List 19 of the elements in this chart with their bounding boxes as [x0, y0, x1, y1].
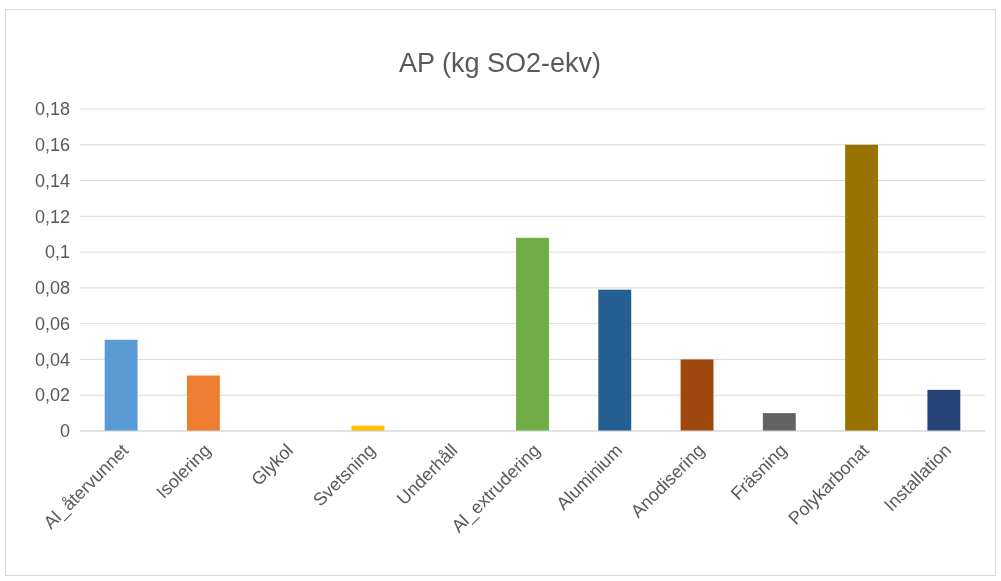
chart-title: AP (kg SO2-ekv): [398, 48, 602, 78]
y-tick-label: 0,04: [34, 349, 70, 370]
y-tick-label: 0,18: [34, 99, 70, 120]
bar: [186, 375, 220, 431]
y-tick-label: 0,06: [34, 313, 70, 334]
bar: [762, 413, 796, 431]
y-tick-label: 0,1: [44, 242, 70, 263]
bar: [927, 389, 961, 431]
y-tick-label: 0: [59, 421, 70, 442]
bar: [680, 359, 714, 431]
y-tick-label: 0,08: [34, 278, 70, 299]
bar: [845, 144, 879, 431]
y-tick-label: 0,02: [34, 385, 70, 406]
bar: [104, 339, 138, 431]
y-tick-label: 0,14: [34, 170, 70, 191]
bar: [516, 237, 549, 431]
y-tick-label: 0,12: [34, 206, 70, 227]
bar: [598, 289, 632, 431]
y-tick-label: 0,16: [34, 135, 70, 156]
